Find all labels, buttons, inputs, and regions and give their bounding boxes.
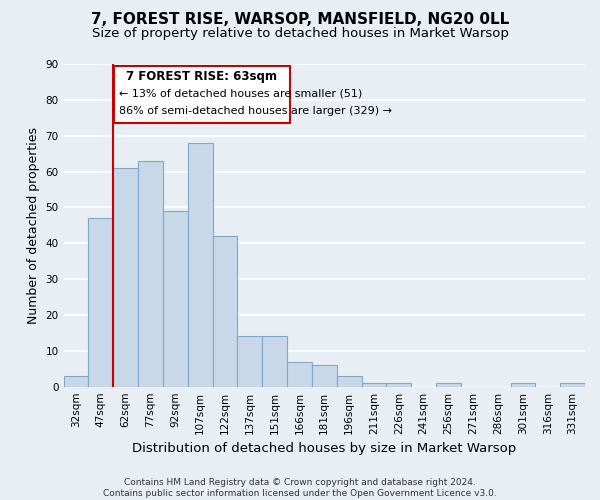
Bar xyxy=(386,383,411,386)
Bar xyxy=(188,143,212,386)
Bar xyxy=(88,218,113,386)
Y-axis label: Number of detached properties: Number of detached properties xyxy=(27,127,40,324)
Bar xyxy=(212,236,238,386)
Text: 7, FOREST RISE, WARSOP, MANSFIELD, NG20 0LL: 7, FOREST RISE, WARSOP, MANSFIELD, NG20 … xyxy=(91,12,509,28)
Text: ← 13% of detached houses are smaller (51): ← 13% of detached houses are smaller (51… xyxy=(119,88,362,99)
Bar xyxy=(64,376,88,386)
Bar xyxy=(436,383,461,386)
Bar xyxy=(287,362,312,386)
Text: Size of property relative to detached houses in Market Warsop: Size of property relative to detached ho… xyxy=(92,28,508,40)
Bar xyxy=(312,365,337,386)
Bar xyxy=(262,336,287,386)
Bar xyxy=(138,161,163,386)
Bar xyxy=(511,383,535,386)
Text: 7 FOREST RISE: 63sqm: 7 FOREST RISE: 63sqm xyxy=(127,70,277,83)
Bar xyxy=(113,168,138,386)
X-axis label: Distribution of detached houses by size in Market Warsop: Distribution of detached houses by size … xyxy=(132,442,517,455)
FancyBboxPatch shape xyxy=(115,66,290,123)
Bar xyxy=(163,211,188,386)
Bar xyxy=(560,383,585,386)
Bar xyxy=(238,336,262,386)
Text: Contains HM Land Registry data © Crown copyright and database right 2024.
Contai: Contains HM Land Registry data © Crown c… xyxy=(103,478,497,498)
Text: 86% of semi-detached houses are larger (329) →: 86% of semi-detached houses are larger (… xyxy=(119,106,392,117)
Bar xyxy=(337,376,362,386)
Bar xyxy=(362,383,386,386)
